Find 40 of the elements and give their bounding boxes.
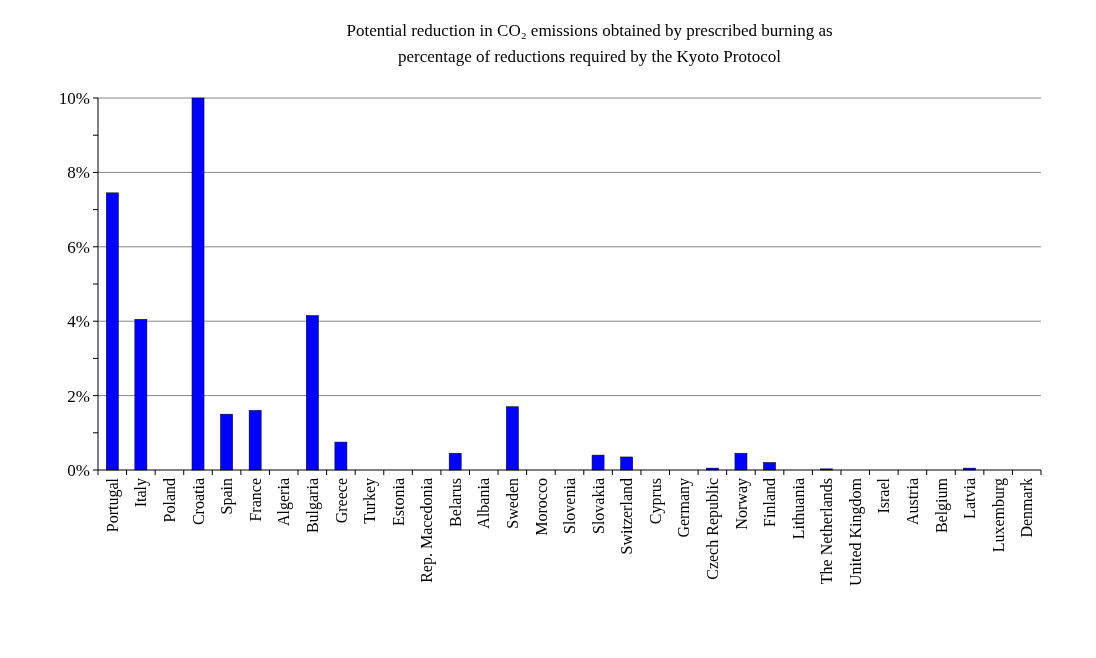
y-tick-label: 4%: [67, 312, 90, 332]
x-tick-label: Switzerland: [618, 478, 636, 555]
x-tick-label: Czech Republic: [703, 478, 722, 580]
x-tick-label: Sweden: [503, 478, 521, 529]
x-tick-label: Croatia: [189, 478, 207, 526]
x-tick-label: Rep. Macedonia: [418, 478, 437, 583]
chart-title: Potential reduction in CO₂ emissions obtained by prescribed burning as percentage of reductions required by the Kyoto Protocol: [346, 21, 833, 66]
y-tick-label: 0%: [67, 460, 90, 480]
x-tick-label: Latvia: [961, 478, 979, 519]
x-tick-label: Denmark: [1018, 478, 1036, 538]
x-tick-label: Austria: [904, 478, 922, 526]
x-tick-label: Estonia: [389, 478, 407, 526]
x-tick-label: Germany: [675, 478, 694, 538]
x-tick-label: Israel: [875, 477, 893, 514]
y-tick-label: 10%: [58, 88, 90, 108]
x-tick-label: Cyprus: [646, 478, 665, 525]
y-tick-label: 6%: [67, 237, 90, 257]
x-tick-label: Albania: [475, 478, 493, 529]
x-tick-label: Spain: [218, 478, 237, 515]
x-tick-label: Bulgaria: [303, 478, 322, 534]
x-tick-label: United Kingdom: [846, 477, 865, 586]
x-tick-label: Belarus: [446, 478, 464, 527]
y-tick-label: 8%: [67, 163, 90, 183]
y-tick-label: 2%: [67, 386, 90, 406]
x-tick-label: Slovenia: [561, 478, 579, 534]
x-tick-label: Greece: [332, 478, 350, 524]
x-tick-label: Portugal: [103, 477, 122, 533]
x-tick-label: Algeria: [275, 478, 294, 526]
x-tick-label: Norway: [732, 478, 751, 530]
x-tick-label: Slovakia: [589, 478, 607, 534]
x-tick-label: Finland: [761, 478, 779, 527]
x-tick-label: Poland: [161, 478, 179, 523]
x-tick-label: Belgium: [932, 477, 951, 534]
x-tick-label: Luxemburg: [989, 478, 1008, 553]
x-tick-label: Turkey: [361, 478, 380, 524]
x-tick-label: France: [246, 478, 264, 522]
x-tick-label: The Netherlands: [818, 478, 836, 585]
x-tick-label: Morocco: [532, 478, 550, 536]
x-tick-label: Lithuania: [789, 478, 807, 540]
x-tick-label: Italy: [132, 478, 151, 508]
